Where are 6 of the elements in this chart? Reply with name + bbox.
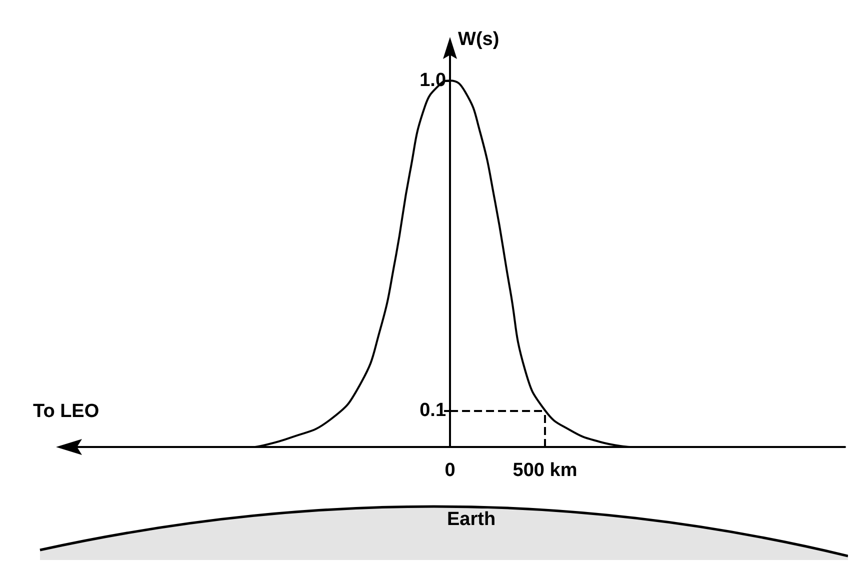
annotation: To LEO: [33, 401, 100, 422]
y-axis-title: W(s): [458, 29, 500, 50]
text: Earth: [447, 509, 496, 530]
x-tick-label: 0: [444, 460, 456, 481]
y-tick-label: 0.1: [420, 400, 446, 421]
x-tick-label: 500 km: [512, 460, 578, 481]
